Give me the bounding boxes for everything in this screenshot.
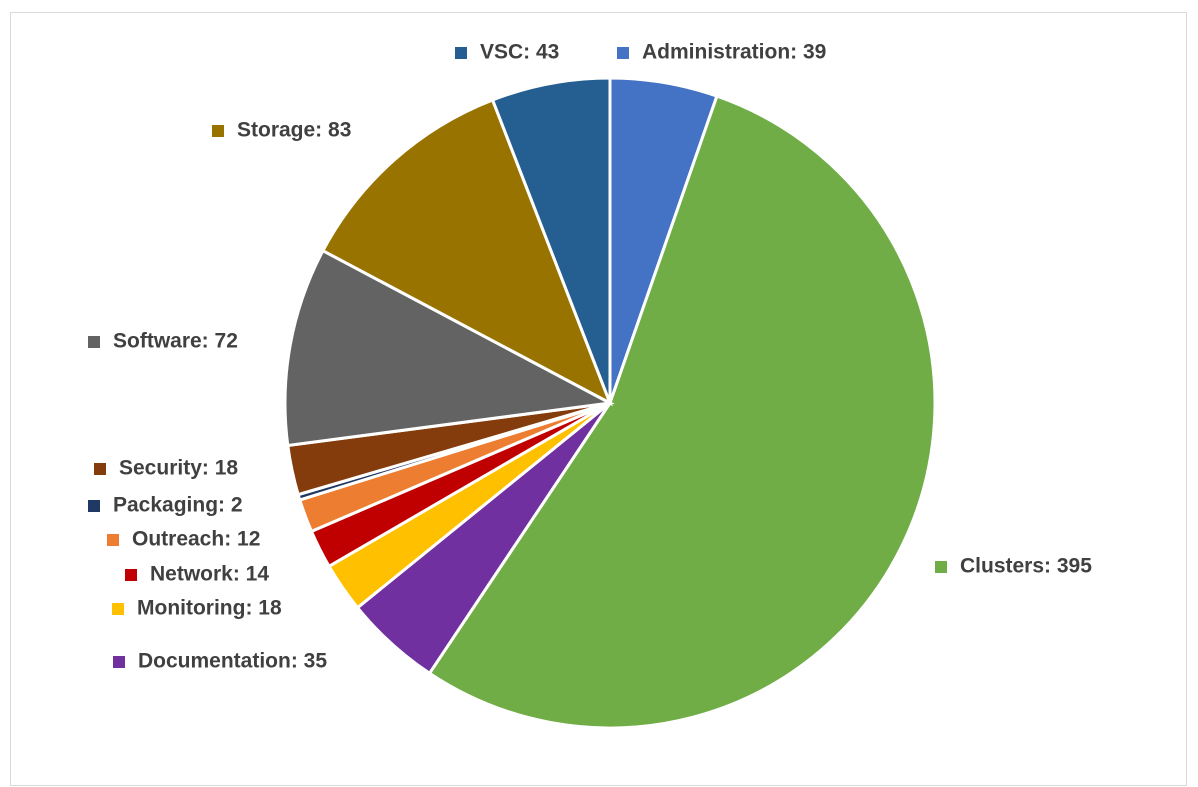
pie-slice xyxy=(427,94,937,730)
label-marker xyxy=(125,569,137,581)
slice-label: Storage: 83 xyxy=(237,119,351,142)
slice-label: Documentation: 35 xyxy=(138,650,327,673)
label-marker xyxy=(112,603,124,615)
slice-label: Network: 14 xyxy=(150,563,269,586)
slice-label: Administration: 39 xyxy=(642,41,826,64)
slice-label: Monitoring: 18 xyxy=(137,597,282,620)
label-marker xyxy=(935,561,947,573)
label-marker xyxy=(94,463,106,475)
label-marker xyxy=(212,125,224,137)
pie-slice xyxy=(320,98,613,407)
label-marker xyxy=(88,500,100,512)
label-marker xyxy=(617,47,629,59)
label-marker xyxy=(455,47,467,59)
label-marker xyxy=(113,656,125,668)
slice-label: VSC: 43 xyxy=(480,41,559,64)
pie-slice xyxy=(490,76,612,404)
slice-label: Software: 72 xyxy=(113,330,238,353)
slice-label: Security: 18 xyxy=(119,457,238,480)
pie-slice xyxy=(283,248,615,448)
label-marker xyxy=(107,534,119,546)
slice-label: Clusters: 395 xyxy=(960,555,1092,578)
slice-label: Packaging: 2 xyxy=(113,494,243,517)
label-marker xyxy=(88,336,100,348)
slice-label: Outreach: 12 xyxy=(132,528,260,551)
